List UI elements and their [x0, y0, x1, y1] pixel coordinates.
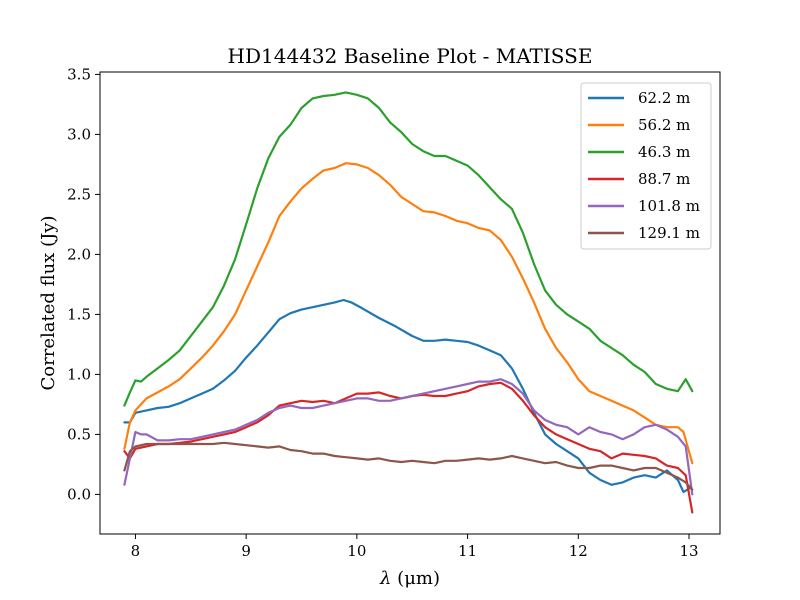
x-tick-label: 11: [458, 542, 477, 560]
legend-label: 101.8 m: [638, 197, 700, 215]
x-tick-label: 9: [241, 542, 251, 560]
y-tick-label: 3.5: [67, 65, 91, 83]
x-tick-label: 13: [679, 542, 698, 560]
series-line-1: [123, 162, 694, 465]
x-tick-label: 8: [131, 542, 141, 560]
series-line-0: [123, 298, 693, 494]
y-axis-label: Correlated flux (Jy): [38, 216, 59, 391]
series-line-5: [123, 441, 694, 491]
x-tick-label: 12: [569, 542, 588, 560]
y-tick-label: 1.0: [67, 365, 91, 383]
chart-title: HD144432 Baseline Plot - MATISSE: [228, 44, 593, 68]
series-line-4: [123, 378, 694, 496]
y-tick-label: 2.5: [67, 185, 91, 203]
y-axis-ticks: 0.0 0.5 1.0 1.5 2.0 2.5 3.0 3.5: [67, 65, 100, 503]
legend-label: 62.2 m: [638, 89, 690, 107]
y-tick-label: 1.5: [67, 305, 91, 323]
x-axis-label-unit: (μm): [397, 568, 440, 589]
x-axis-label: λ (μm): [379, 568, 440, 589]
x-axis-label-symbol: λ: [379, 568, 391, 589]
series-line-2: [123, 91, 694, 407]
legend-label: 129.1 m: [638, 224, 700, 242]
y-tick-label: 2.0: [67, 245, 91, 263]
legend-label: 88.7 m: [638, 170, 690, 188]
legend: 62.2 m 56.2 m 46.3 m 88.7 m 101.8 m 129.1 m: [580, 82, 712, 250]
x-tick-label: 10: [347, 542, 366, 560]
y-tick-label: 3.0: [67, 125, 91, 143]
series-layer: [123, 91, 694, 514]
plot-frame: [99, 71, 721, 535]
legend-label: 56.2 m: [638, 116, 690, 134]
legend-label: 46.3 m: [638, 143, 690, 161]
x-axis-ticks: 8 9 10 11 12 13: [131, 534, 699, 560]
y-tick-label: 0.5: [67, 425, 91, 443]
y-tick-label: 0.0: [67, 485, 91, 503]
